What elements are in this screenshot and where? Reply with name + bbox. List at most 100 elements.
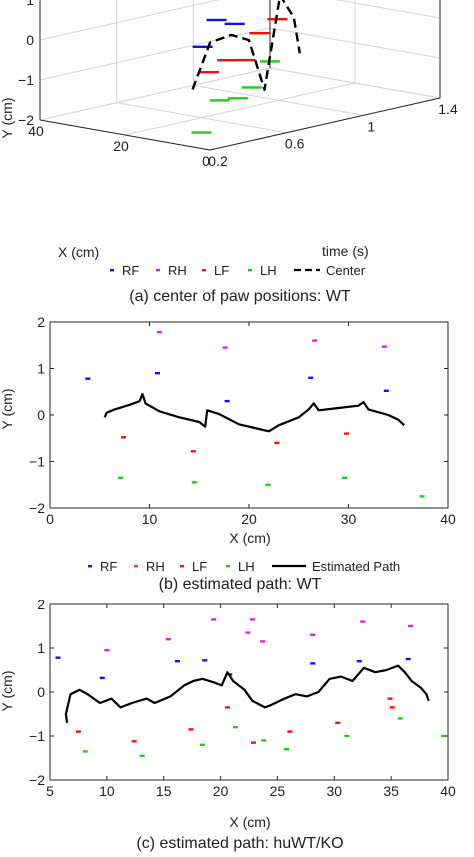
chart-a-marks: [191, 0, 301, 134]
chart-a: −2−1012020400.20.611.4 Y (cm) X (cm) tim…: [0, 0, 458, 305]
data-point-rf: [55, 656, 61, 659]
box-edge: [209, 97, 441, 151]
data-point-lh: [199, 743, 205, 746]
data-point-rh: [381, 345, 387, 348]
data-point-lf: [224, 706, 230, 709]
data-point-lh: [261, 739, 267, 742]
data-point-lh: [342, 476, 347, 479]
chart-b-legend: RF RH LF LH Estimated Path: [88, 559, 400, 574]
legend-swatch-lf: [202, 269, 206, 272]
data-point-lf: [199, 71, 219, 74]
data-point-rf: [405, 657, 411, 661]
data-point-rh: [408, 624, 413, 628]
x-tick-label: 30: [326, 783, 342, 799]
chart-b-ylabel: Y (cm): [0, 389, 15, 430]
data-point-lf: [389, 706, 395, 709]
data-point-lf: [249, 32, 270, 35]
grid-line-y: [39, 0, 441, 41]
x-tick-label: 0: [202, 153, 210, 169]
data-point-rh: [245, 631, 251, 634]
y-tick-label: 1: [37, 361, 45, 377]
y-tick-label: 0: [37, 407, 45, 423]
legend-label-rf: RF: [100, 559, 117, 574]
data-point-lf: [188, 728, 194, 731]
t-tick-label: 1.4: [438, 101, 458, 117]
legend-label-rh: RH: [168, 263, 187, 278]
chart-c: 5 10 15 20 25 30 35 40 −2 −1 0 1 2 Y (cm) X (cm) (c)…: [0, 600, 456, 852]
chart-a-ylabel: Y (cm): [0, 98, 15, 139]
legend-swatch-lh: [248, 269, 252, 272]
data-point-lh: [265, 483, 271, 486]
x-tick-label: 20: [241, 511, 257, 527]
x-tick-label: 5: [46, 783, 54, 799]
y-tick-label: −1: [18, 72, 34, 88]
data-point-rf: [99, 676, 105, 680]
chart-b-plot: 0 10 20 30 40 −2 −1 0 1 2: [29, 314, 456, 527]
legend-swatch-lf: [180, 565, 184, 568]
data-point-lh: [284, 748, 289, 751]
chart-b-title: (b) estimated path: WT: [159, 576, 322, 593]
data-point-rf: [383, 389, 389, 392]
legend-label-lf: LF: [214, 263, 229, 278]
y-tick-label: −2: [18, 112, 34, 128]
chart-c-plot: 5 10 15 20 25 30 35 40 −2 −1 0 1 2: [29, 600, 456, 799]
data-point-lf: [251, 741, 256, 744]
y-tick-label: −1: [29, 728, 45, 744]
legend-swatch-rf: [88, 565, 92, 568]
data-point-rh: [260, 640, 266, 643]
data-point-rf: [308, 376, 314, 379]
chart-b: 0 10 20 30 40 −2 −1 0 1 2 Y (cm) X (cm) RF RH LF LH E…: [0, 314, 456, 593]
data-point-rh: [156, 331, 162, 334]
y-tick-label: 0: [37, 684, 45, 700]
data-point-lh: [118, 476, 124, 479]
data-point-lf: [75, 730, 81, 733]
estimated-path-line: [64, 664, 430, 723]
legend-label-path: Estimated Path: [312, 559, 400, 574]
y-tick-label: 1: [26, 0, 34, 8]
legend-swatch-lh: [226, 565, 230, 568]
t-tick-label: 0.2: [208, 153, 228, 169]
chart-a-zlabel: time (s): [322, 243, 369, 259]
data-point-rh: [312, 339, 318, 342]
data-point-rf: [224, 399, 230, 403]
data-point-rh: [222, 346, 228, 349]
data-point-rf: [202, 659, 208, 662]
data-point-rf: [206, 18, 227, 22]
box-edge: [39, 119, 211, 151]
data-point-lh: [441, 734, 446, 738]
y-tick-label: 0: [26, 32, 34, 48]
x-tick-label: 35: [383, 783, 399, 799]
data-point-lh: [397, 717, 403, 720]
data-point-lh: [209, 99, 230, 102]
grid-line-x: [209, 0, 441, 151]
x-tick-label: 40: [440, 511, 456, 527]
x-tick-label: 25: [270, 783, 286, 799]
chart-b-xlabel: X (cm): [229, 530, 270, 546]
x-tick-label: 40: [28, 123, 44, 139]
data-point-lh: [419, 495, 425, 498]
y-tick-label: −1: [29, 454, 45, 470]
t-tick-label: 1: [367, 118, 375, 134]
x-tick-label: 40: [440, 783, 456, 799]
chart-a-box: [39, 0, 441, 151]
data-point-lh: [232, 726, 238, 729]
plot-frame: [49, 603, 449, 781]
data-point-lh: [191, 481, 197, 484]
chart-a-title: (a) center of paw positions: WT: [129, 288, 351, 305]
center-path-line: [191, 0, 301, 91]
data-point-lf: [287, 730, 293, 733]
y-tick-label: 2: [37, 314, 45, 330]
chart-c-title: (c) estimated path: huWT/KO: [136, 835, 343, 852]
data-point-lf: [344, 432, 349, 435]
data-point-lf: [121, 436, 127, 439]
data-point-lf: [235, 58, 256, 62]
chart-a-ticks: −2−1012020400.20.611.4: [18, 0, 458, 169]
data-point-rh: [310, 633, 316, 636]
legend-swatch-rh: [134, 565, 138, 568]
legend-label-lf: LF: [192, 559, 207, 574]
grid-line-x: [124, 0, 356, 136]
x-tick-label: 0: [46, 511, 54, 527]
legend-label-lh: LH: [238, 559, 255, 574]
data-point-lh: [227, 97, 248, 100]
data-point-rf: [310, 662, 316, 665]
